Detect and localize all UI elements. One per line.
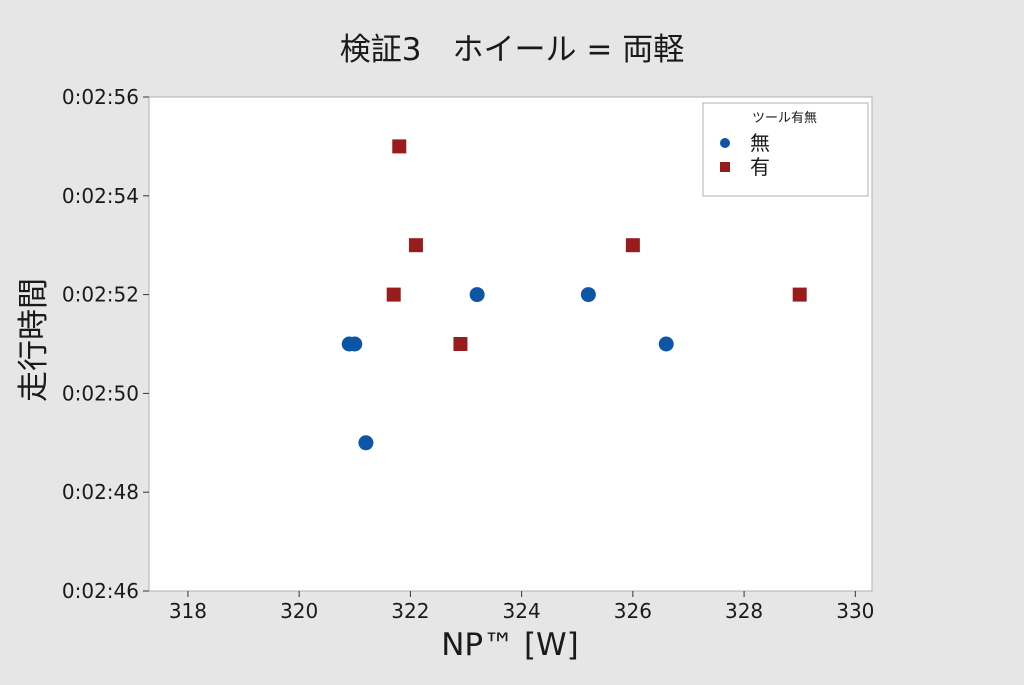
legend-box <box>702 102 869 197</box>
x-tick-label: 320 <box>280 599 318 623</box>
data-point-circle <box>347 336 363 352</box>
data-point-circle <box>580 287 596 303</box>
y-axis: 0:02:46 0:02:48 0:02:50 0:02:52 0:02:54 0:02:… <box>62 85 149 603</box>
x-tick-label: 324 <box>503 599 541 623</box>
legend-marker-square <box>720 162 730 172</box>
chart-title: 検証3 ホイール = 両軽 <box>340 32 684 68</box>
y-tick-label: 0:02:52 <box>62 283 139 307</box>
y-tick-label: 0:02:46 <box>62 579 139 603</box>
legend-label: 無 <box>750 131 770 155</box>
data-point-circle <box>358 435 374 451</box>
data-point-square <box>453 337 468 351</box>
legend: ツール有無 無有 <box>702 102 869 197</box>
data-point-square <box>392 139 407 154</box>
y-tick-label: 0:02:56 <box>62 85 139 109</box>
legend-marker-circle <box>720 138 730 148</box>
x-tick-label: 322 <box>391 599 429 623</box>
data-point-circle <box>658 336 674 352</box>
data-point-square <box>625 238 640 253</box>
data-points <box>341 139 807 451</box>
x-tick-label: 326 <box>614 599 652 623</box>
x-tick-label: 330 <box>836 599 874 623</box>
y-tick-label: 0:02:50 <box>62 381 139 405</box>
y-tick-label: 0:02:48 <box>62 480 139 504</box>
data-point-square <box>386 287 401 302</box>
x-tick-label: 328 <box>725 599 763 623</box>
y-tick-label: 0:02:54 <box>62 184 139 208</box>
y-axis-label: 走行時間 <box>16 278 52 402</box>
x-axis: 318 320 322 324 326 328 330 <box>169 591 874 623</box>
legend-label: 有 <box>750 155 770 179</box>
legend-title: ツール有無 <box>752 111 817 126</box>
data-point-square <box>792 287 807 302</box>
data-point-circle <box>469 287 485 303</box>
x-tick-label: 318 <box>169 599 207 623</box>
data-point-square <box>408 238 423 253</box>
x-axis-label: NP™ [W] <box>441 627 579 663</box>
